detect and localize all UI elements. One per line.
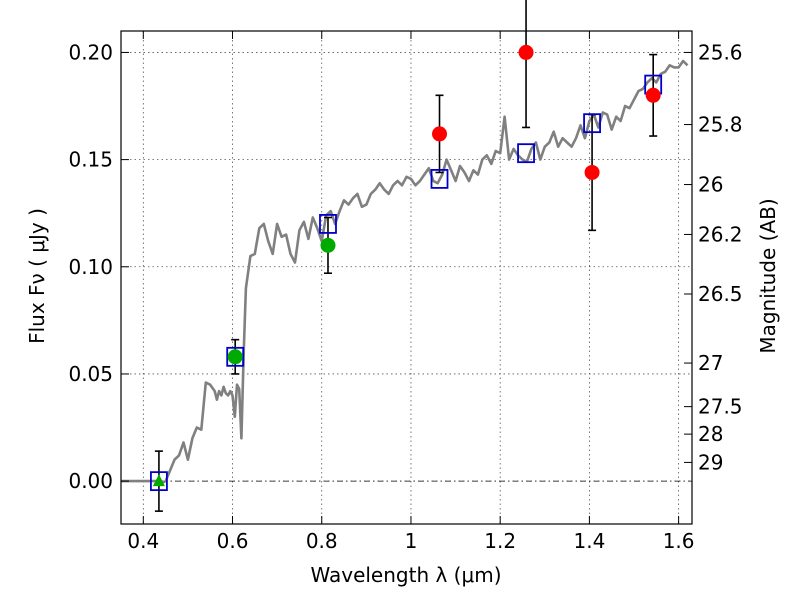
x-tick-label: 1.2 bbox=[484, 529, 516, 553]
x-tick-label: 1.4 bbox=[573, 529, 605, 553]
tick-labels-layer: 0.4 0.6 0.8 1 1.2 1.4 1.6 0.00 0.05 0.10 0.15 0.20 2… bbox=[68, 40, 742, 553]
right-tick-label: 25.6 bbox=[698, 40, 743, 64]
plot-frame bbox=[120, 30, 693, 525]
right-tick-label: 29 bbox=[698, 450, 723, 474]
model-flux-square bbox=[517, 143, 535, 164]
grid-layer bbox=[121, 31, 692, 524]
model-flux-square bbox=[319, 214, 337, 234]
y-axis-label: Flux Fν ( μJy ) bbox=[25, 208, 49, 344]
data-points-layer bbox=[150, 0, 663, 512]
y-tick-label: 0.20 bbox=[68, 40, 113, 64]
x-tick-label: 0.8 bbox=[306, 529, 338, 553]
model-flux-square bbox=[430, 168, 449, 189]
x-axis-label: Wavelength λ (μm) bbox=[310, 563, 501, 587]
right-tick-label: 26 bbox=[698, 173, 723, 197]
x-tick-label: 0.6 bbox=[217, 529, 249, 553]
model-sed-layer bbox=[121, 59, 689, 485]
model-flux-square bbox=[583, 113, 601, 134]
model-sed-line bbox=[121, 59, 689, 485]
observed-point-triangle bbox=[152, 474, 165, 487]
y-tick-label: 0.15 bbox=[68, 148, 113, 172]
observed-point bbox=[227, 349, 243, 365]
right-tick-label: 27.5 bbox=[698, 395, 743, 419]
x-tick-label: 1 bbox=[405, 529, 418, 553]
observed-point bbox=[584, 164, 600, 180]
observed-point bbox=[320, 237, 336, 253]
right-tick-label: 26.2 bbox=[698, 222, 743, 246]
right-tick-label: 25.8 bbox=[698, 113, 743, 137]
model-flux-square bbox=[150, 471, 168, 492]
y-tick-label: 0.00 bbox=[68, 469, 113, 493]
right-tick-label: 26.5 bbox=[698, 282, 743, 306]
right-axis-label: Magnitude (AB) bbox=[756, 198, 780, 353]
y-tick-label: 0.10 bbox=[68, 255, 113, 279]
observed-point bbox=[645, 87, 661, 103]
y-tick-label: 0.05 bbox=[68, 362, 113, 386]
x-tick-label: 0.4 bbox=[127, 529, 159, 553]
x-tick-label: 1.6 bbox=[663, 529, 695, 553]
right-tick-label: 27 bbox=[698, 351, 723, 375]
observed-point bbox=[432, 126, 448, 142]
model-flux-square bbox=[226, 346, 245, 367]
observed-point bbox=[518, 44, 534, 60]
ticks-layer bbox=[121, 31, 692, 524]
right-tick-label: 28 bbox=[698, 422, 723, 446]
